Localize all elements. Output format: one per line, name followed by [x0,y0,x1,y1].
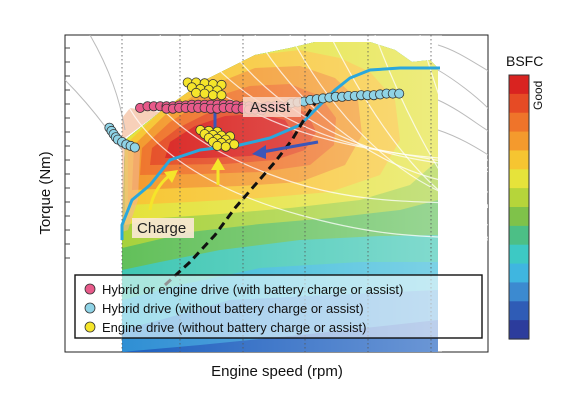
colorbar-good-label: Good [531,81,545,110]
charge-callout: Charge [132,218,194,238]
colorbar [508,74,530,340]
legend-marker-pink [84,283,96,295]
operating-point-yellow [191,87,202,98]
colorbar-segment [509,244,529,265]
colorbar-segment [509,112,529,133]
colorbar-segment [509,207,529,227]
colorbar-segment [509,301,529,321]
operating-point-yellow [229,139,240,150]
operating-point-yellow [199,88,210,99]
legend-marker-yellow [84,321,96,333]
charge-label: Charge [137,220,186,237]
legend-entry-2: Engine drive (without battery charge or … [102,320,366,335]
colorbar-segment [509,225,529,246]
x-axis-label: Engine speed (rpm) [211,363,343,380]
colorbar-segment [509,150,529,170]
legend-entry-0: Hybrid or engine drive (with battery cha… [102,282,403,297]
max-torque-line [120,66,440,240]
colorbar-segment [509,263,529,284]
assist-label: Assist [250,99,291,116]
legend: Hybrid or engine drive (with battery cha… [74,274,483,339]
operating-point-light-blue [129,142,140,153]
iso-power-curves [124,35,488,241]
operating-point-yellow [220,141,231,152]
colorbar-title: BSFC [506,53,543,69]
operating-point-yellow [212,140,223,151]
colorbar-segment [509,169,529,189]
colorbar-segment [509,75,529,95]
colorbar-frame [508,74,530,340]
legend-marker-blue [84,302,96,314]
operating-point-light-blue [394,88,405,99]
colorbar-segment [509,282,529,302]
colorbar-segment [509,131,529,152]
colorbar-segment [509,93,529,114]
assist-callout: Assist [243,97,301,117]
optimal-operating-line [163,95,322,287]
legend-entry-1: Hybrid drive (without battery charge or … [102,301,364,316]
colorbar-segment [509,188,529,208]
colorbar-segment [509,320,529,340]
y-axis-label: Torque (Nm) [37,151,54,234]
y-axis-ticks [65,47,70,259]
charge-arrows [148,158,225,211]
operating-point-yellow [207,90,218,101]
operating-point-yellow [216,90,227,101]
